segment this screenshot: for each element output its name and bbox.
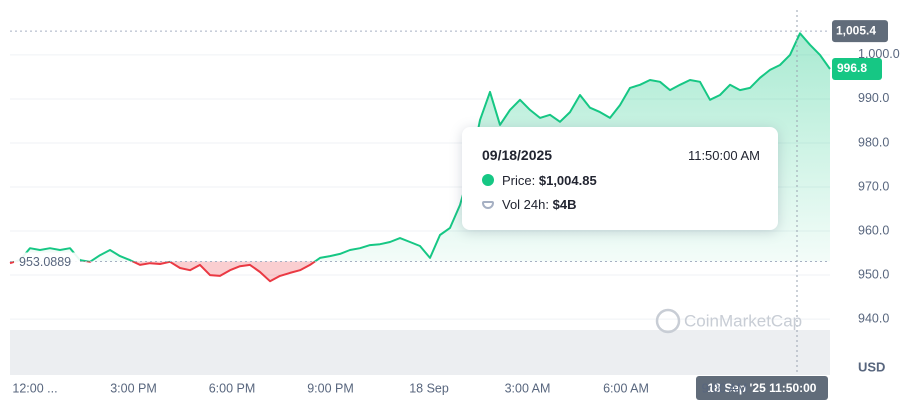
crosshair-label-bg xyxy=(696,376,828,400)
tooltip-date: 09/18/2025 xyxy=(482,147,553,163)
x-tick-label: 18 Sep xyxy=(409,381,449,395)
volume-label: Vol 24h: xyxy=(502,197,549,212)
price-label: Price: xyxy=(502,173,536,188)
y-tick-label: 940.0 xyxy=(858,311,889,325)
crosshair-label: 18 Sep '25 11:50:00 xyxy=(708,381,817,395)
x-tick-label: 12:00 ... xyxy=(12,381,57,395)
watermark-text: CoinMarketCap xyxy=(684,311,802,330)
tooltip-volume-row: Vol 24h: $4B xyxy=(482,197,576,212)
price-line xyxy=(9,32,831,283)
x-tick-label: 6:00 PM xyxy=(209,381,256,395)
y-tick-label: 970.0 xyxy=(858,179,889,193)
tooltip-time: 11:50:00 AM xyxy=(687,148,760,163)
watermark: CoinMarketCap xyxy=(655,308,802,334)
x-tick-label: 9:00 AM xyxy=(702,381,748,395)
volume-icon xyxy=(482,201,494,209)
y-tick-label: 1,000.0 xyxy=(858,47,900,61)
y-tick-label: 950.0 xyxy=(858,267,889,281)
high-tag xyxy=(832,20,888,43)
price-dot xyxy=(482,174,494,186)
y-tick-label: 990.0 xyxy=(858,91,889,105)
tooltip: 09/18/2025 11:50:00 AM Price: $1,004.85 … xyxy=(462,127,778,230)
unit-label: USD xyxy=(858,359,885,374)
price-value: $1,004.85 xyxy=(538,173,597,188)
baseline-label-bg xyxy=(14,252,80,271)
last-price-tag xyxy=(832,57,882,80)
x-tick-label: 3:00 PM xyxy=(110,381,157,395)
x-tick-label: 9:00 PM xyxy=(307,381,354,395)
tooltip-price-row: Price: $1,004.85 xyxy=(482,173,597,188)
y-tick-label: 980.0 xyxy=(858,135,889,149)
volume-band xyxy=(10,330,830,375)
volume-value: $4B xyxy=(552,197,577,212)
x-tick-label: 3:00 AM xyxy=(505,381,551,395)
high-tag-label: 1,005.4 xyxy=(836,23,876,37)
x-tick-label: 6:00 AM xyxy=(603,381,649,395)
y-tick-label: 960.0 xyxy=(858,223,889,237)
baseline-label: 953.0889 xyxy=(19,255,71,269)
last-price-label: 996.8 xyxy=(837,61,867,75)
